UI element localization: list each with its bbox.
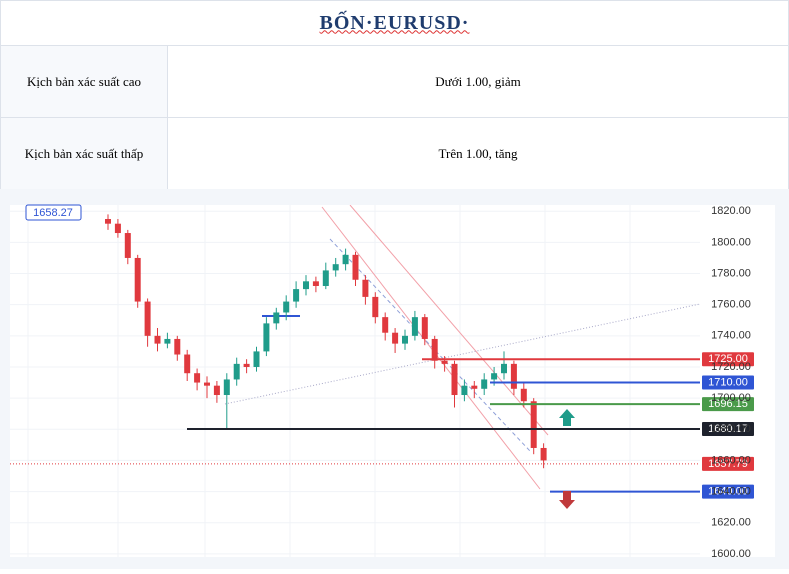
candle-body	[481, 379, 488, 389]
candle-body	[134, 257, 141, 302]
chart-panel: 1725.00 1710.00 1696.15 1680.17 1657.79 1640.…	[0, 189, 789, 569]
title-text: BỐN·EURUSD·	[319, 11, 470, 34]
candle-body	[243, 363, 250, 367]
candle-body	[362, 279, 369, 297]
row: Kịch bản xác suất cao Dưới 1.00, giảm	[0, 45, 789, 118]
marker-box	[25, 204, 82, 221]
candle-body	[392, 332, 399, 344]
level-label: 1696.15	[708, 398, 748, 410]
candle-body	[471, 385, 478, 389]
candle-body	[124, 233, 131, 258]
row: Kịch bản xác suất thấp Trên 1.00, tăng	[0, 117, 789, 190]
table: Kịch bản xác suất cao Dưới 1.00, giảm Kịc…	[0, 45, 789, 190]
arrow-down	[559, 491, 575, 509]
y-tick-label: 1600.00	[711, 548, 751, 560]
candle-body	[530, 401, 537, 448]
candle-body	[263, 323, 270, 352]
y-tick-label: 1760.00	[711, 299, 751, 311]
y-tick-label: 1640.00	[711, 485, 751, 497]
chart-bg	[10, 205, 775, 557]
marker-label: 1658.27	[33, 207, 73, 219]
candle-body	[520, 388, 527, 402]
candle-body	[144, 301, 151, 336]
candle-body	[105, 219, 111, 224]
candle-body	[194, 373, 201, 383]
candle-body	[303, 281, 309, 290]
drawings	[224, 205, 700, 490]
candle-body	[382, 317, 389, 333]
cell: Kịch bản xác suất cao	[0, 45, 168, 118]
candle-body	[204, 382, 210, 386]
arrow-up	[559, 409, 575, 426]
level-label: 1680.17	[708, 423, 748, 435]
candle-body	[431, 338, 438, 361]
candle-body	[322, 270, 329, 286]
y-tick-label: 1680.00	[711, 423, 751, 435]
candle-body	[441, 360, 448, 364]
level-tag	[702, 352, 754, 367]
candle-body	[293, 289, 300, 302]
candle-body	[233, 363, 240, 380]
candle-body	[154, 335, 161, 344]
y-tick-label: 1720.00	[711, 361, 751, 373]
candle-body	[451, 363, 458, 396]
level-tag	[702, 397, 754, 412]
level-label: 1725.00	[708, 353, 748, 365]
channel-line	[321, 206, 541, 490]
cell: Kịch bản xác suất thấp	[0, 117, 168, 190]
candle-body	[501, 363, 507, 374]
candle-body	[491, 373, 498, 380]
y-tick-label: 1700.00	[711, 392, 751, 404]
candle-body	[421, 317, 428, 339]
chart: 1725.00 1710.00 1696.15 1680.17 1657.79 1640.…	[10, 204, 775, 560]
candle-body	[372, 296, 379, 318]
level-tag	[702, 375, 754, 390]
candle-body	[213, 385, 220, 396]
candle-body	[283, 301, 290, 313]
candle-body	[164, 338, 171, 344]
candle-body	[342, 254, 349, 265]
candle-body	[411, 317, 418, 336]
channel-line	[349, 205, 549, 436]
y-tick-label: 1740.00	[711, 330, 751, 342]
title: BỐN·EURUSD·	[0, 0, 789, 46]
cell: Trên 1.00, tăng	[167, 117, 789, 190]
candle-body	[540, 447, 547, 461]
candle-body	[223, 379, 230, 396]
y-tick-label: 1620.00	[711, 517, 751, 529]
cell: Dưới 1.00, giảm	[167, 45, 789, 118]
candle-body	[312, 281, 319, 286]
level-label: 1657.79	[708, 458, 748, 470]
candle-body	[352, 254, 359, 280]
candle-body	[461, 385, 468, 396]
level-tag	[702, 456, 754, 471]
y-tick-label: 1800.00	[711, 236, 751, 248]
y-tick-label: 1660.00	[711, 454, 751, 466]
candle-body	[253, 351, 260, 367]
candle-body	[174, 338, 181, 355]
candle-body	[402, 335, 408, 344]
candle-body	[273, 312, 280, 324]
candle-body	[510, 363, 517, 389]
level-label: 1710.00	[708, 376, 748, 388]
level-tag	[702, 484, 754, 499]
candle-body	[114, 223, 121, 234]
y-tick-label: 1780.00	[711, 267, 751, 279]
level-label: 1640.00	[708, 485, 748, 497]
candle-body	[184, 354, 191, 374]
candle-body	[332, 264, 339, 271]
y-tick-label: 1820.00	[711, 205, 751, 217]
level-tag	[702, 422, 754, 437]
